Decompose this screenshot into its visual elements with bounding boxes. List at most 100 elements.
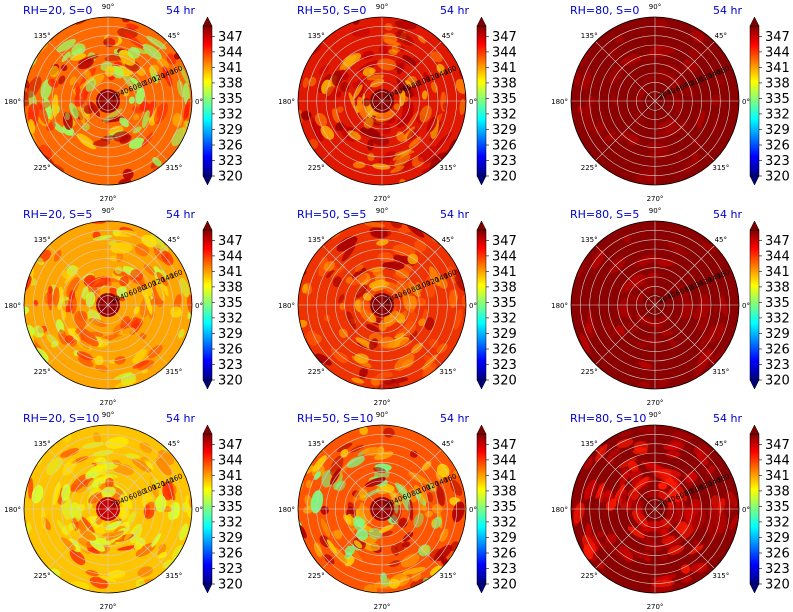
field-patch bbox=[581, 70, 591, 90]
field-patch bbox=[690, 562, 704, 573]
colorbar-tick-label: 341 bbox=[218, 61, 243, 76]
field-patch bbox=[155, 495, 167, 513]
colorbar-extend-min bbox=[476, 175, 487, 186]
field-patch bbox=[64, 266, 79, 284]
field-patch bbox=[75, 86, 81, 96]
colorbar-tick-label: 335 bbox=[492, 500, 517, 515]
field-patch bbox=[324, 314, 331, 322]
field-patch bbox=[359, 426, 369, 435]
field-patch bbox=[77, 103, 86, 125]
colorbar-tick-label: 347 bbox=[492, 30, 517, 45]
field-patch bbox=[46, 457, 63, 476]
field-patch bbox=[616, 438, 634, 448]
field-patch bbox=[670, 472, 682, 486]
field-patch bbox=[396, 77, 406, 95]
field-patch bbox=[373, 580, 392, 589]
radial-tick-label: 40 bbox=[393, 87, 404, 98]
field-patch bbox=[135, 243, 150, 257]
colorbar-tick-label: 326 bbox=[765, 343, 790, 358]
colorbar-tick-label: 338 bbox=[218, 280, 243, 295]
field-patch bbox=[68, 538, 81, 553]
colorbar-tick-label: 344 bbox=[218, 249, 243, 264]
panel-time-label: 54 hr bbox=[713, 4, 742, 17]
radial-tick-label: 80 bbox=[410, 487, 421, 498]
colorbar-extend-min bbox=[749, 175, 760, 186]
angular-gridline bbox=[654, 449, 715, 510]
field-patch bbox=[330, 265, 346, 278]
field-patch bbox=[388, 572, 407, 587]
field-patch bbox=[303, 505, 314, 514]
angular-gridline bbox=[322, 508, 383, 569]
colorbar-tick-label: 338 bbox=[218, 484, 243, 499]
field-patch bbox=[708, 322, 725, 344]
field-patch bbox=[700, 335, 706, 346]
angular-gridline bbox=[654, 508, 715, 569]
angular-gridline bbox=[48, 508, 109, 569]
field-patch bbox=[36, 257, 45, 266]
field-patch bbox=[408, 137, 421, 148]
field-patch bbox=[651, 316, 671, 325]
field-patch bbox=[414, 240, 427, 252]
field-patch bbox=[179, 277, 190, 298]
field-patch bbox=[66, 277, 80, 298]
colorbar-tick-label: 320 bbox=[218, 374, 243, 389]
field-patch bbox=[312, 455, 327, 472]
colorbar-tick-label: 341 bbox=[492, 265, 517, 280]
colorbar-extend-max bbox=[202, 220, 213, 231]
field-patch bbox=[89, 318, 107, 328]
field-patch bbox=[676, 521, 688, 534]
field-patch bbox=[46, 121, 56, 132]
angular-gridline bbox=[381, 449, 442, 510]
angular-gridline bbox=[381, 100, 442, 161]
colorbar-tick-label: 323 bbox=[765, 358, 790, 373]
polar-panel: 204060801001201401600°45°90°135°180°225°… bbox=[4, 411, 243, 611]
angular-gridline bbox=[48, 304, 109, 365]
field-patch bbox=[362, 292, 372, 301]
field-patch bbox=[343, 514, 352, 525]
angle-tick-label: 180° bbox=[278, 506, 295, 514]
field-patch bbox=[400, 310, 408, 320]
angular-gridline bbox=[595, 100, 656, 161]
field-patch bbox=[415, 297, 427, 307]
panel-title: RH=80, S=10 bbox=[570, 412, 646, 425]
field-patch bbox=[183, 98, 191, 121]
angle-tick-label: 225° bbox=[308, 368, 325, 376]
field-patch bbox=[105, 521, 122, 531]
angle-tick-label: 0° bbox=[469, 302, 477, 310]
field-patch bbox=[588, 533, 606, 549]
field-patch bbox=[334, 351, 349, 363]
field-patch bbox=[446, 266, 457, 280]
angular-gridline bbox=[107, 100, 168, 161]
field-patch bbox=[577, 105, 584, 115]
polar-panel: 204060801001201401600°45°90°135°180°225°… bbox=[551, 207, 790, 407]
colorbar-tick-label: 335 bbox=[218, 296, 243, 311]
field-patch bbox=[431, 81, 438, 93]
field-patch bbox=[77, 58, 94, 70]
radial-tick-label: 40 bbox=[393, 495, 404, 506]
colorbar-extend-min bbox=[749, 379, 760, 390]
field-patch bbox=[61, 496, 73, 520]
angle-tick-label: 180° bbox=[278, 98, 295, 106]
field-patch bbox=[719, 295, 728, 317]
field-patch bbox=[47, 286, 53, 311]
field-patch bbox=[421, 504, 428, 512]
field-patch bbox=[608, 128, 620, 142]
angle-tick-label: 315° bbox=[439, 572, 456, 580]
colorbar-tick-label: 320 bbox=[492, 170, 517, 185]
field-patch bbox=[105, 477, 114, 489]
colorbar-tick-label: 344 bbox=[218, 45, 243, 60]
angular-gridline bbox=[322, 449, 383, 510]
field-patch bbox=[377, 252, 394, 262]
field-patch bbox=[134, 541, 143, 550]
field-patch bbox=[340, 81, 350, 92]
panel-title: RH=80, S=5 bbox=[570, 208, 639, 221]
field-patch bbox=[429, 51, 443, 63]
polar-frame bbox=[570, 424, 740, 594]
field-patch bbox=[67, 294, 77, 314]
radial-tick-label: 40 bbox=[666, 291, 677, 302]
field-patch bbox=[616, 489, 627, 503]
angle-tick-label: 315° bbox=[712, 164, 729, 172]
field-patch bbox=[379, 530, 393, 538]
